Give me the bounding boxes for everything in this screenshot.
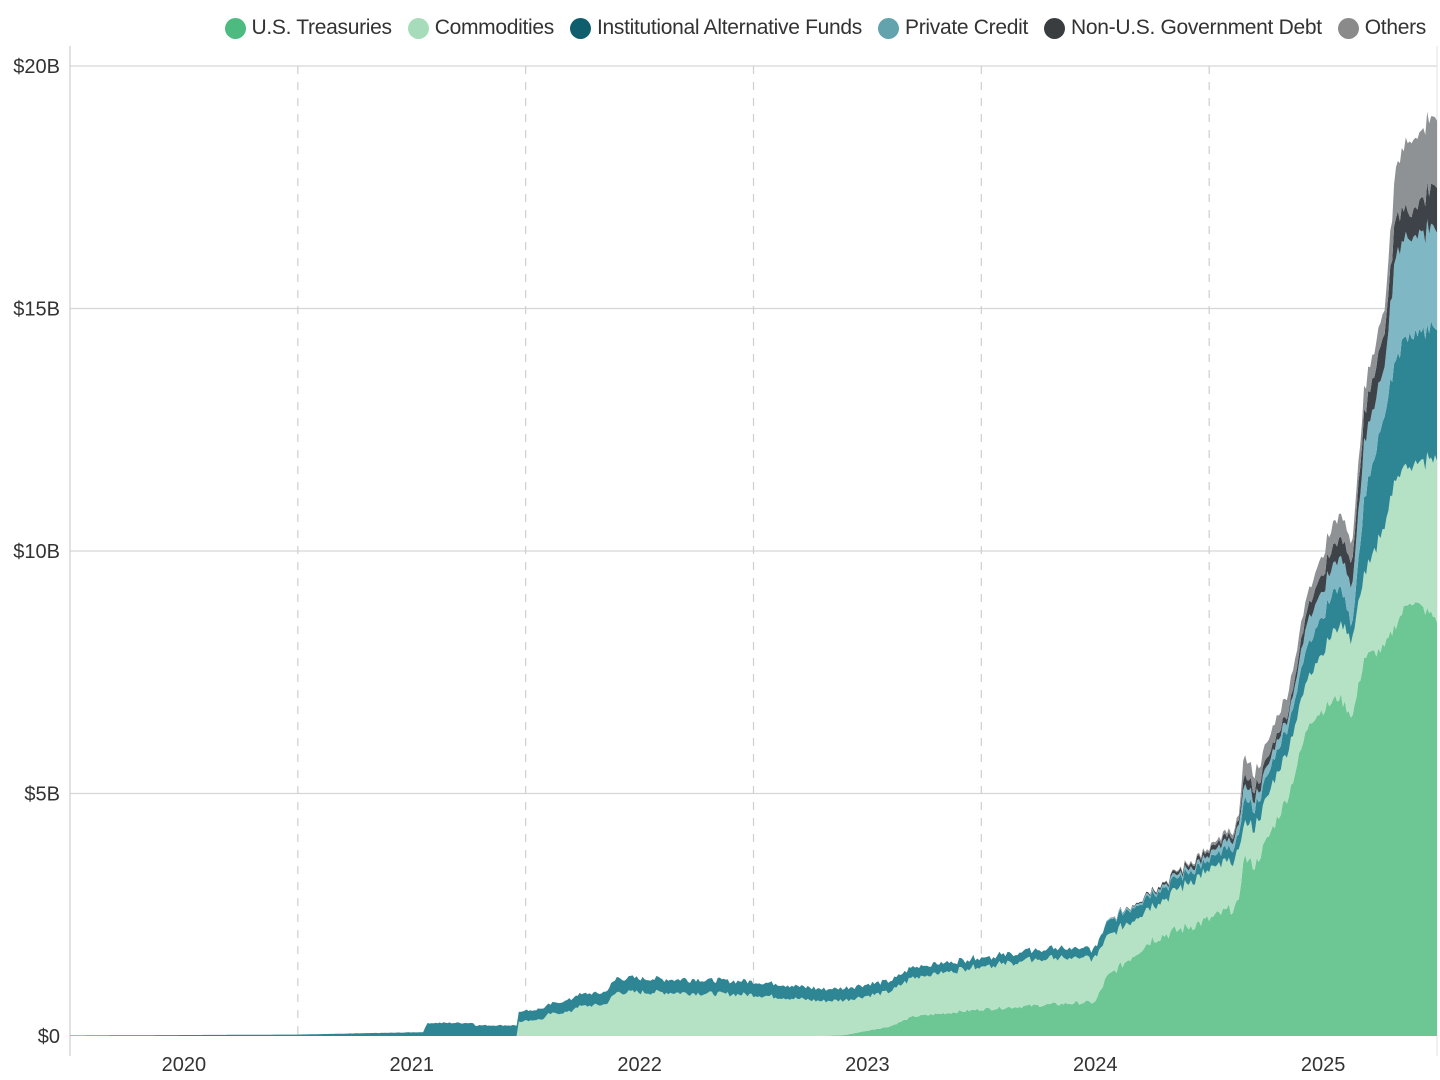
y-tick-label: $10B [13,541,60,563]
legend-item: Commodities [407,16,555,40]
legend-label: Others [1364,16,1427,39]
legend-label: Private Credit [905,16,1029,39]
x-tick-label: 2022 [617,1054,662,1076]
legend-label: Institutional Alternative Funds [596,16,862,39]
legend-label: U.S. Treasuries [251,16,393,39]
legend-item: Institutional Alternative Funds [569,16,862,40]
legend-swatch [569,17,591,39]
y-tick-label: $5B [24,784,60,806]
x-tick-label: 2024 [1073,1054,1118,1076]
chart-legend: U.S. Treasuries Commodities Institutional … [224,16,1427,40]
legend-item: Others [1337,16,1427,40]
x-tick-label: 2023 [845,1054,890,1076]
legend-swatch [1044,17,1066,39]
legend-swatch [1337,17,1359,39]
legend-item: Private Credit [878,16,1028,40]
legend-item: U.S. Treasuries [224,16,393,40]
legend-item: Non-U.S. Government Debt [1044,16,1322,40]
legend-label: Non-U.S. Government Debt [1071,16,1322,39]
legend-swatch [878,17,899,39]
area-u-s-treasuries [70,602,1437,1036]
y-tick-label: $0 [38,1026,60,1048]
x-tick-label: 2025 [1301,1054,1346,1076]
legend-swatch [407,17,429,39]
y-tick-label: $20B [13,56,60,78]
legend-label: Commodities [434,16,555,39]
legend-swatch [224,17,246,39]
x-tick-label: 2020 [162,1054,207,1076]
y-tick-label: $15B [13,299,60,321]
x-tick-label: 2021 [390,1054,435,1076]
